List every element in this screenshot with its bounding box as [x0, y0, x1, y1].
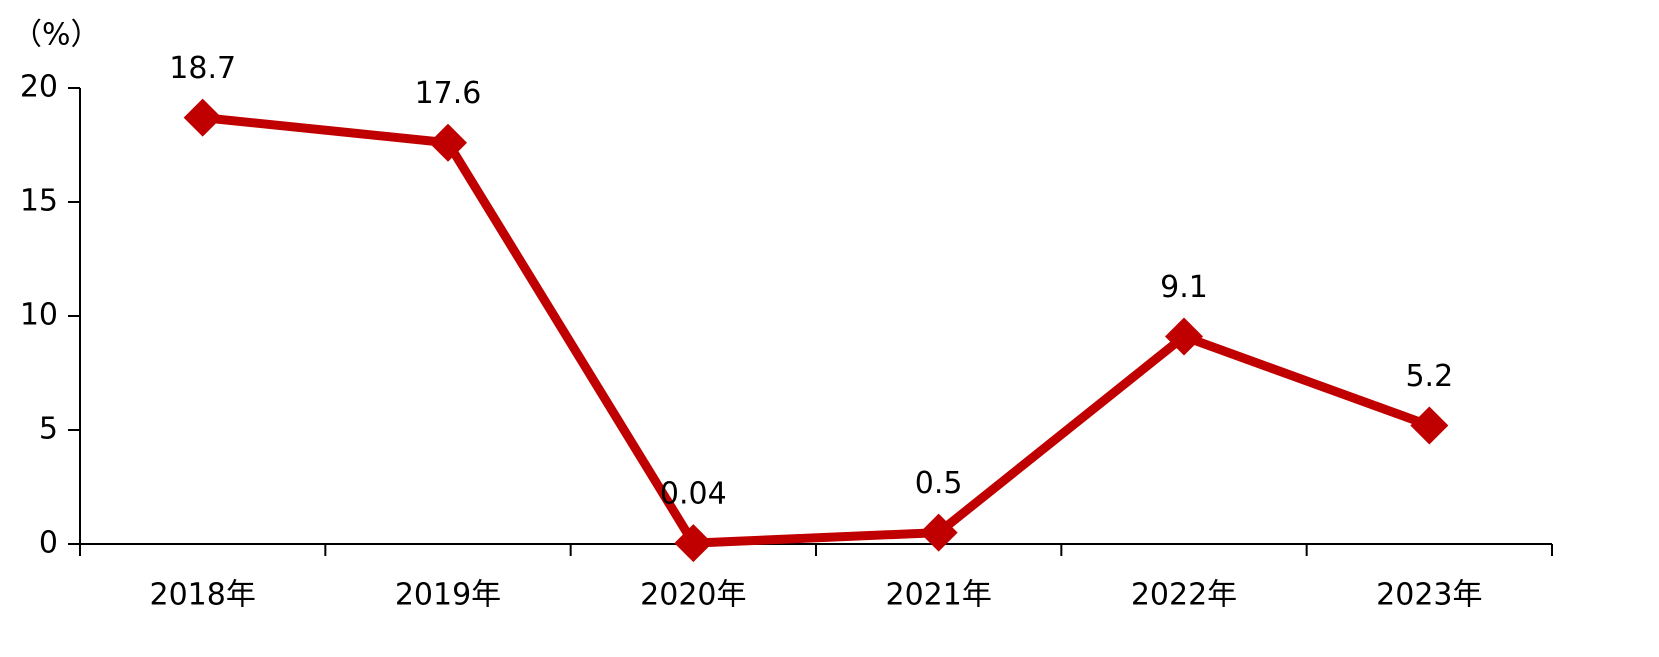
x-tick-label: 2022年: [1131, 578, 1237, 613]
y-tick-label: 10: [20, 298, 58, 333]
data-marker: [919, 513, 958, 552]
x-tick-label: 2020年: [640, 578, 746, 613]
data-marker: [183, 98, 222, 137]
y-tick-label: 5: [39, 412, 58, 447]
data-label: 0.04: [660, 477, 727, 512]
data-label: 0.5: [915, 466, 963, 501]
data-label: 17.6: [415, 76, 482, 111]
x-tick-label: 2018年: [149, 578, 255, 613]
y-tick-label: 20: [20, 70, 58, 105]
x-tick-label: 2023年: [1376, 578, 1482, 613]
y-axis-label: （%）: [12, 18, 101, 53]
y-tick-label: 0: [39, 526, 58, 561]
data-label: 5.2: [1405, 359, 1453, 394]
data-label: 9.1: [1160, 270, 1208, 305]
x-tick-label: 2019年: [395, 578, 501, 613]
data-marker: [1165, 317, 1203, 356]
y-tick-label: 15: [20, 184, 58, 219]
data-label: 18.7: [169, 51, 236, 86]
x-tick-label: 2021年: [885, 578, 991, 613]
data-line: [202, 113, 1431, 548]
data-marker: [1410, 406, 1449, 445]
data-marker: [429, 123, 467, 162]
data-marker: [674, 524, 713, 563]
